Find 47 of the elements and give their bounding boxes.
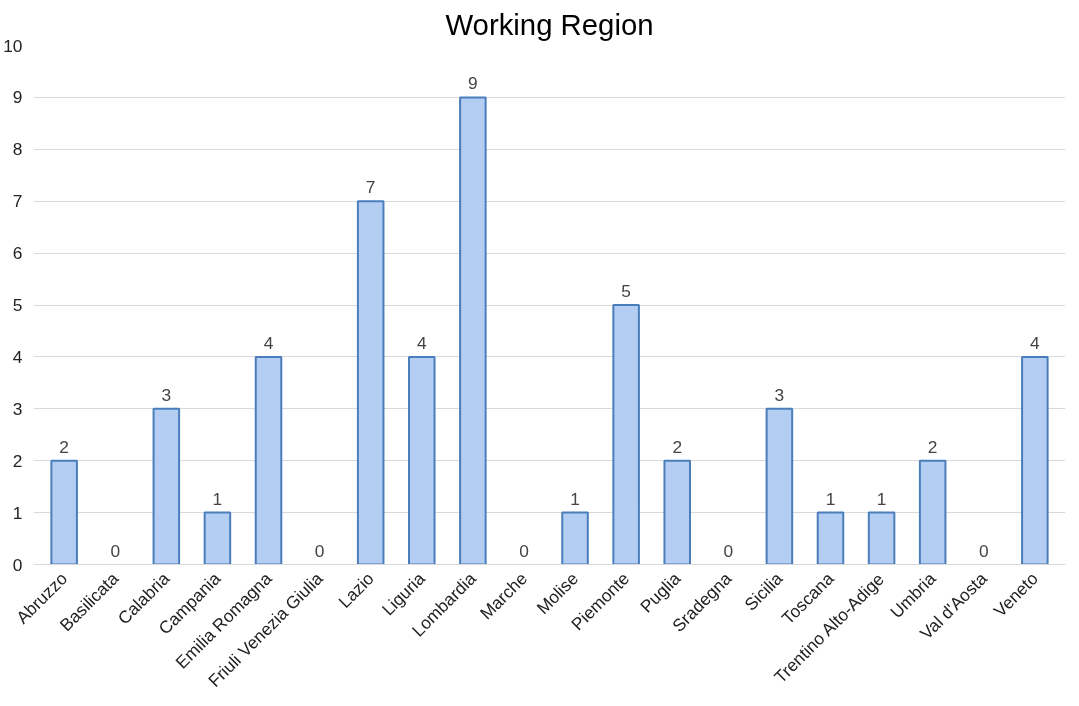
data-label: 5	[621, 281, 631, 301]
data-label: 2	[927, 436, 938, 457]
data-label: 3	[774, 384, 785, 405]
data-label: 0	[519, 540, 529, 561]
bar	[561, 511, 589, 565]
y-tick-label: 7	[12, 191, 23, 212]
bar	[254, 355, 283, 565]
bar	[50, 459, 78, 565]
y-tick-label: 5	[12, 295, 23, 315]
data-label: 4	[416, 332, 427, 353]
data-label: 1	[570, 488, 580, 509]
bar	[612, 304, 640, 565]
data-label: 1	[212, 488, 223, 509]
y-tick-label: 6	[12, 243, 23, 264]
bar	[918, 459, 947, 565]
bar	[459, 96, 487, 565]
bar	[356, 200, 385, 565]
y-tick-label: 2	[12, 450, 23, 471]
bar	[867, 511, 896, 565]
data-label: 1	[876, 488, 887, 509]
data-label: 9	[468, 73, 478, 94]
data-label: 0	[314, 540, 325, 561]
data-label: 0	[110, 540, 121, 561]
data-label: 2	[59, 436, 69, 457]
data-label: 3	[161, 384, 172, 405]
y-tick-label: 4	[12, 346, 23, 367]
data-label: 4	[263, 332, 274, 353]
bar	[1021, 355, 1049, 565]
data-label: 0	[978, 540, 989, 561]
bar	[663, 459, 691, 565]
bar	[408, 355, 436, 565]
bar	[152, 407, 181, 565]
bar	[203, 511, 232, 565]
y-tick-label: 10	[3, 35, 23, 56]
data-label: 2	[672, 436, 683, 457]
data-label: 7	[365, 177, 376, 198]
data-label: 1	[825, 488, 836, 509]
data-label: 0	[723, 540, 734, 561]
y-tick-label: 9	[12, 87, 23, 108]
bar	[765, 407, 794, 565]
chart-title: Working Region	[445, 7, 654, 41]
y-tick-label: 0	[12, 554, 23, 575]
bar	[816, 511, 845, 565]
data-label: 4	[1030, 332, 1041, 353]
y-tick-label: 8	[12, 139, 23, 160]
y-tick-label: 3	[12, 398, 23, 419]
y-tick-label: 1	[12, 502, 23, 523]
